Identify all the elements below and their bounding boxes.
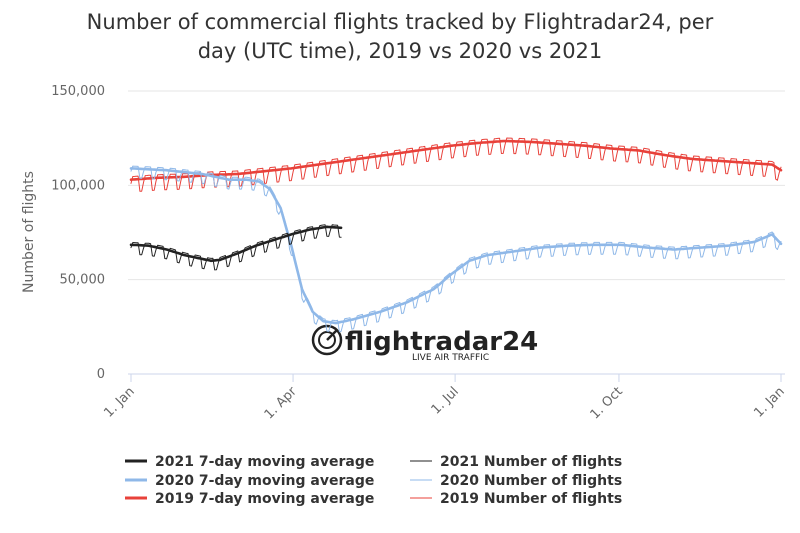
watermark-tagline: LIVE AIR TRAFFIC xyxy=(412,353,489,363)
legend-item-2019-average[interactable]: 2019 7-day moving average xyxy=(125,491,374,507)
legend-label-2021-average: 2021 7-day moving average xyxy=(155,454,374,470)
legend-label-2020-average: 2020 7-day moving average xyxy=(155,473,374,489)
x-tick-label: 1. Oct xyxy=(588,384,626,422)
y-tick-label: 100,000 xyxy=(51,178,105,193)
watermark-brand: flightradar24 xyxy=(345,327,538,357)
x-tick-label: 1. Jan xyxy=(751,384,787,420)
legend: 2021 7-day moving average 2020 7-day mov… xyxy=(125,454,622,507)
axis-layer xyxy=(128,373,785,382)
grid-layer xyxy=(128,90,785,281)
y-tick-label: 50,000 xyxy=(60,273,106,288)
y-tick-label: 150,000 xyxy=(51,84,105,99)
x-tick-label: 1. Apr xyxy=(262,384,301,423)
x-tick-label: 1. Jul xyxy=(429,384,462,417)
radar-logo-icon xyxy=(311,324,343,356)
chart-title-line-1: Number of commercial flights tracked by … xyxy=(86,10,714,34)
y-axis-title: Number of flights xyxy=(21,171,37,293)
x-tick-labels: 1. Jan 1. Apr 1. Jul 1. Oct 1. Jan xyxy=(101,384,787,423)
y-tick-label: 0 xyxy=(97,367,105,382)
flightradar24-watermark: flightradar24 LIVE AIR TRAFFIC xyxy=(311,324,538,363)
radar-logo-inner-ring xyxy=(318,331,336,349)
series-line-2021-average xyxy=(129,225,343,263)
legend-item-2021-average[interactable]: 2021 7-day moving average xyxy=(125,454,374,470)
x-tick-label: 1. Jan xyxy=(101,384,137,420)
chart-title-line-2: day (UTC time), 2019 vs 2020 vs 2021 xyxy=(197,39,603,63)
legend-label-2019-average: 2019 7-day moving average xyxy=(155,491,374,507)
y-tick-labels: 0 50,000 100,000 150,000 xyxy=(51,84,105,382)
series-line-2019-daily xyxy=(130,137,782,192)
legend-label-2020-daily: 2020 Number of flights xyxy=(440,473,622,489)
radar-logo-sweep xyxy=(326,329,338,341)
legend-item-2019-daily[interactable]: 2019 Number of flights xyxy=(410,491,622,507)
legend-item-2020-daily[interactable]: 2020 Number of flights xyxy=(410,473,622,489)
series-line-2021-daily xyxy=(130,224,342,271)
series-line-2020-daily xyxy=(130,165,782,333)
chart-title: Number of commercial flights tracked by … xyxy=(0,8,800,66)
legend-label-2021-daily: 2021 Number of flights xyxy=(440,454,622,470)
series-layer xyxy=(129,137,783,333)
legend-label-2019-daily: 2019 Number of flights xyxy=(440,491,622,507)
legend-item-2021-daily[interactable]: 2021 Number of flights xyxy=(410,454,622,470)
legend-item-2020-average[interactable]: 2020 7-day moving average xyxy=(125,473,374,489)
series-line-2020-average xyxy=(129,167,783,325)
